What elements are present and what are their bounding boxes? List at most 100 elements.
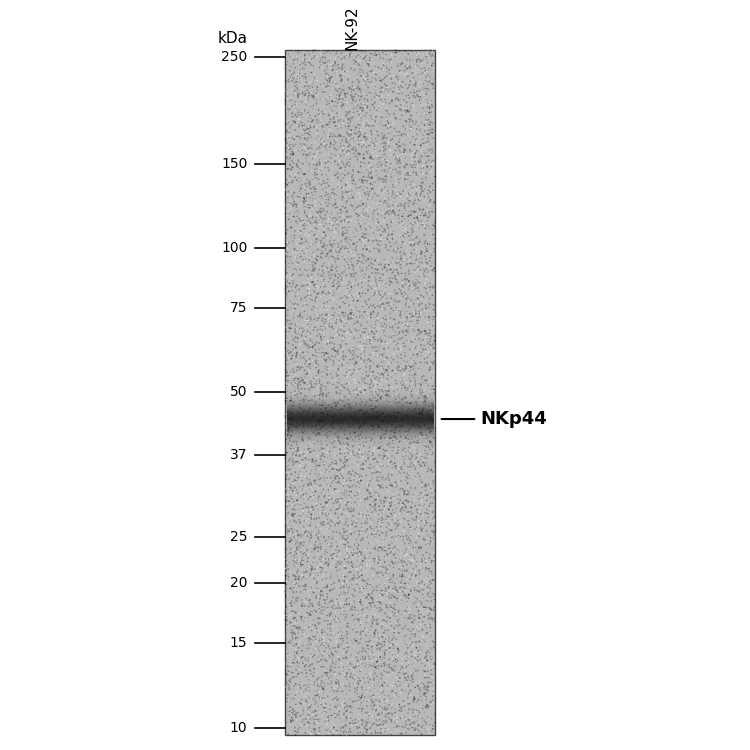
Point [286, 189, 298, 201]
Point [328, 684, 340, 696]
Point [355, 419, 367, 431]
Point [425, 538, 437, 550]
Point [292, 723, 304, 735]
Point [392, 277, 404, 289]
Point [380, 568, 392, 580]
Point [362, 328, 374, 340]
Point [334, 269, 346, 281]
Point [393, 372, 405, 384]
Point [320, 392, 332, 404]
Point [283, 275, 295, 287]
Point [331, 218, 343, 230]
Point [311, 114, 323, 126]
Point [376, 196, 388, 208]
Point [385, 396, 397, 408]
Point [366, 325, 378, 337]
Point [405, 310, 417, 322]
Point [320, 655, 332, 667]
Point [364, 448, 376, 460]
Point [380, 152, 392, 164]
Point [288, 531, 300, 543]
Point [332, 150, 344, 162]
Point [295, 408, 307, 420]
Point [287, 448, 299, 460]
Point [336, 339, 348, 351]
Point [422, 448, 434, 460]
Point [366, 341, 378, 353]
Point [412, 593, 424, 605]
Point [427, 200, 439, 212]
Point [293, 638, 305, 650]
Point [373, 652, 385, 664]
Point [283, 422, 295, 434]
Point [328, 724, 340, 736]
Point [316, 52, 328, 64]
Point [338, 172, 350, 184]
Point [354, 220, 366, 232]
Point [362, 550, 374, 562]
Point [404, 168, 416, 180]
Point [429, 218, 441, 230]
Point [302, 367, 313, 379]
Point [374, 478, 386, 490]
Point [403, 82, 415, 94]
Point [410, 333, 422, 345]
Point [320, 288, 332, 300]
Point [326, 64, 338, 76]
Point [289, 381, 301, 393]
Point [328, 287, 340, 299]
Point [347, 448, 359, 460]
Point [422, 655, 434, 667]
Point [348, 170, 360, 182]
Point [313, 625, 325, 637]
Point [284, 681, 296, 693]
Point [285, 478, 297, 490]
Point [344, 525, 356, 537]
Point [348, 160, 360, 172]
Point [408, 59, 420, 71]
Point [284, 269, 296, 281]
Point [305, 238, 317, 250]
Point [390, 178, 402, 190]
Point [360, 425, 372, 437]
Point [402, 496, 414, 508]
Point [328, 442, 340, 454]
Point [416, 370, 428, 382]
Point [280, 629, 292, 641]
Point [334, 215, 346, 227]
Point [334, 436, 346, 448]
Point [419, 111, 431, 123]
Point [426, 406, 438, 418]
Point [320, 80, 332, 92]
Point [329, 692, 341, 704]
Point [302, 382, 314, 394]
Point [316, 633, 328, 645]
Point [285, 512, 297, 524]
Point [309, 476, 321, 488]
Point [348, 687, 360, 699]
Point [422, 327, 434, 339]
Point [280, 289, 292, 301]
Point [389, 687, 401, 699]
Point [283, 134, 295, 146]
Point [400, 290, 412, 302]
Point [411, 399, 423, 411]
Point [286, 469, 298, 481]
Point [356, 555, 368, 567]
Point [423, 530, 435, 542]
Point [377, 386, 389, 398]
Point [343, 179, 355, 191]
Point [401, 148, 413, 160]
Point [381, 198, 393, 210]
Point [413, 120, 424, 132]
Point [382, 86, 394, 98]
Point [366, 67, 378, 79]
Point [318, 472, 330, 484]
Point [420, 256, 432, 268]
Point [337, 458, 349, 470]
Point [301, 121, 313, 133]
Point [350, 56, 361, 68]
Point [384, 500, 396, 512]
Point [374, 90, 386, 102]
Point [314, 300, 326, 312]
